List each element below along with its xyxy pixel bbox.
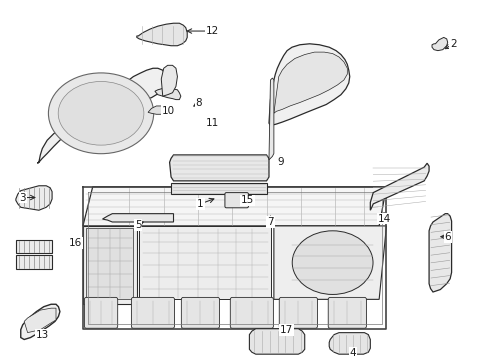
Polygon shape <box>24 308 56 333</box>
Polygon shape <box>16 186 52 210</box>
FancyBboxPatch shape <box>230 297 273 328</box>
Text: 16: 16 <box>69 238 82 248</box>
Text: 8: 8 <box>195 98 202 108</box>
Polygon shape <box>369 163 428 210</box>
FancyBboxPatch shape <box>84 297 118 328</box>
Text: 4: 4 <box>348 348 355 358</box>
Polygon shape <box>16 240 52 253</box>
Polygon shape <box>16 255 52 269</box>
Polygon shape <box>171 183 266 194</box>
Text: 17: 17 <box>279 325 292 335</box>
Polygon shape <box>428 214 451 292</box>
Text: 3: 3 <box>20 193 26 203</box>
Polygon shape <box>148 106 166 114</box>
Polygon shape <box>155 88 181 100</box>
Polygon shape <box>431 37 447 51</box>
Polygon shape <box>161 65 177 96</box>
Polygon shape <box>83 187 386 226</box>
FancyBboxPatch shape <box>279 297 317 328</box>
Polygon shape <box>20 304 60 339</box>
FancyBboxPatch shape <box>131 297 174 328</box>
Polygon shape <box>268 44 349 126</box>
Text: 6: 6 <box>444 232 450 242</box>
FancyBboxPatch shape <box>327 297 366 328</box>
Polygon shape <box>86 228 133 300</box>
Text: 13: 13 <box>36 330 49 339</box>
Text: 10: 10 <box>162 106 175 116</box>
Polygon shape <box>102 214 173 222</box>
Polygon shape <box>169 155 268 181</box>
Text: 9: 9 <box>276 157 283 167</box>
Polygon shape <box>37 68 166 163</box>
Text: 11: 11 <box>205 118 219 128</box>
Text: 1: 1 <box>197 199 203 209</box>
Polygon shape <box>273 226 386 300</box>
Text: 5: 5 <box>135 220 142 230</box>
Polygon shape <box>83 226 137 304</box>
FancyBboxPatch shape <box>224 193 248 208</box>
Text: 15: 15 <box>241 195 254 206</box>
FancyBboxPatch shape <box>181 297 219 328</box>
Text: 7: 7 <box>266 217 273 227</box>
Polygon shape <box>328 333 369 354</box>
Ellipse shape <box>48 73 153 154</box>
Text: 2: 2 <box>449 39 456 49</box>
Polygon shape <box>273 52 346 113</box>
Text: 12: 12 <box>205 26 219 36</box>
Text: 14: 14 <box>377 213 390 224</box>
Polygon shape <box>249 329 304 354</box>
Polygon shape <box>137 23 187 46</box>
Polygon shape <box>139 226 271 300</box>
Polygon shape <box>268 78 273 160</box>
Ellipse shape <box>58 81 143 145</box>
Ellipse shape <box>292 231 372 294</box>
